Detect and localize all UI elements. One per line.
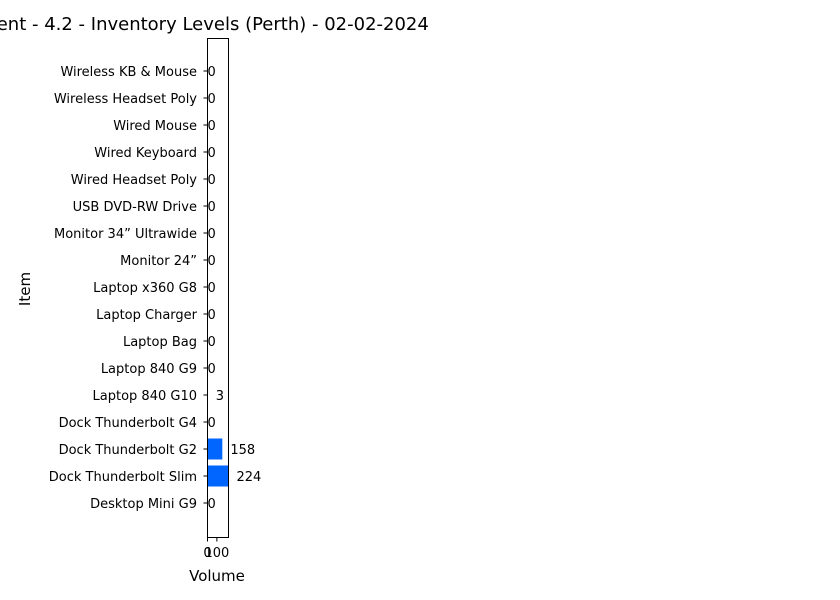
y-tick-label: Laptop 840 G9 <box>101 362 197 377</box>
y-tick-label: Dock Thunderbolt G4 <box>59 416 197 431</box>
chart-title: ment - 4.2 - Inventory Levels (Perth) - … <box>0 14 429 35</box>
y-axis-label: Item <box>16 272 34 306</box>
y-tick-label: Laptop x360 G8 <box>93 281 197 296</box>
data-label: 0 <box>208 119 216 134</box>
y-tick-label: Laptop 840 G10 <box>93 389 197 404</box>
y-tick-label: Laptop Charger <box>96 308 198 323</box>
data-label: 0 <box>208 173 216 188</box>
y-tick-label: Wired Headset Poly <box>71 173 198 188</box>
data-label: 0 <box>208 335 216 350</box>
data-label: 0 <box>208 200 216 215</box>
data-label: 3 <box>216 389 224 404</box>
data-label: 0 <box>208 308 216 323</box>
data-label: 0 <box>208 416 216 431</box>
bar-15 <box>207 465 229 487</box>
y-tick-label: Wireless KB & Mouse <box>60 65 197 80</box>
y-tick-label: Wireless Headset Poly <box>54 92 197 107</box>
data-label: 0 <box>208 227 216 242</box>
data-label: 0 <box>208 281 216 296</box>
data-label: 158 <box>230 443 255 458</box>
y-tick-label: Dock Thunderbolt Slim <box>49 470 197 485</box>
y-tick-label: Monitor 34” Ultrawide <box>54 227 197 242</box>
y-tick-label: Monitor 24” <box>120 254 197 269</box>
y-tick-label: Dock Thunderbolt G2 <box>59 443 197 458</box>
data-label: 0 <box>208 92 216 107</box>
y-tick-label: Laptop Bag <box>123 335 197 350</box>
data-label: 0 <box>208 362 216 377</box>
x-tick-label: 0 <box>203 546 211 561</box>
y-tick-label: USB DVD-RW Drive <box>73 200 197 215</box>
data-label: 0 <box>208 254 216 269</box>
data-label: 0 <box>208 497 216 512</box>
data-label: 224 <box>237 470 262 485</box>
data-label: 0 <box>208 146 216 161</box>
plot-frame <box>207 38 229 538</box>
x-axis-label: Volume <box>189 567 245 585</box>
y-tick-label: Desktop Mini G9 <box>90 497 197 512</box>
y-tick-label: Wired Mouse <box>113 119 197 134</box>
x-tick-label: 100 <box>204 546 229 561</box>
bar-14 <box>207 438 223 460</box>
y-tick-label: Wired Keyboard <box>94 146 197 161</box>
data-label: 0 <box>208 65 216 80</box>
